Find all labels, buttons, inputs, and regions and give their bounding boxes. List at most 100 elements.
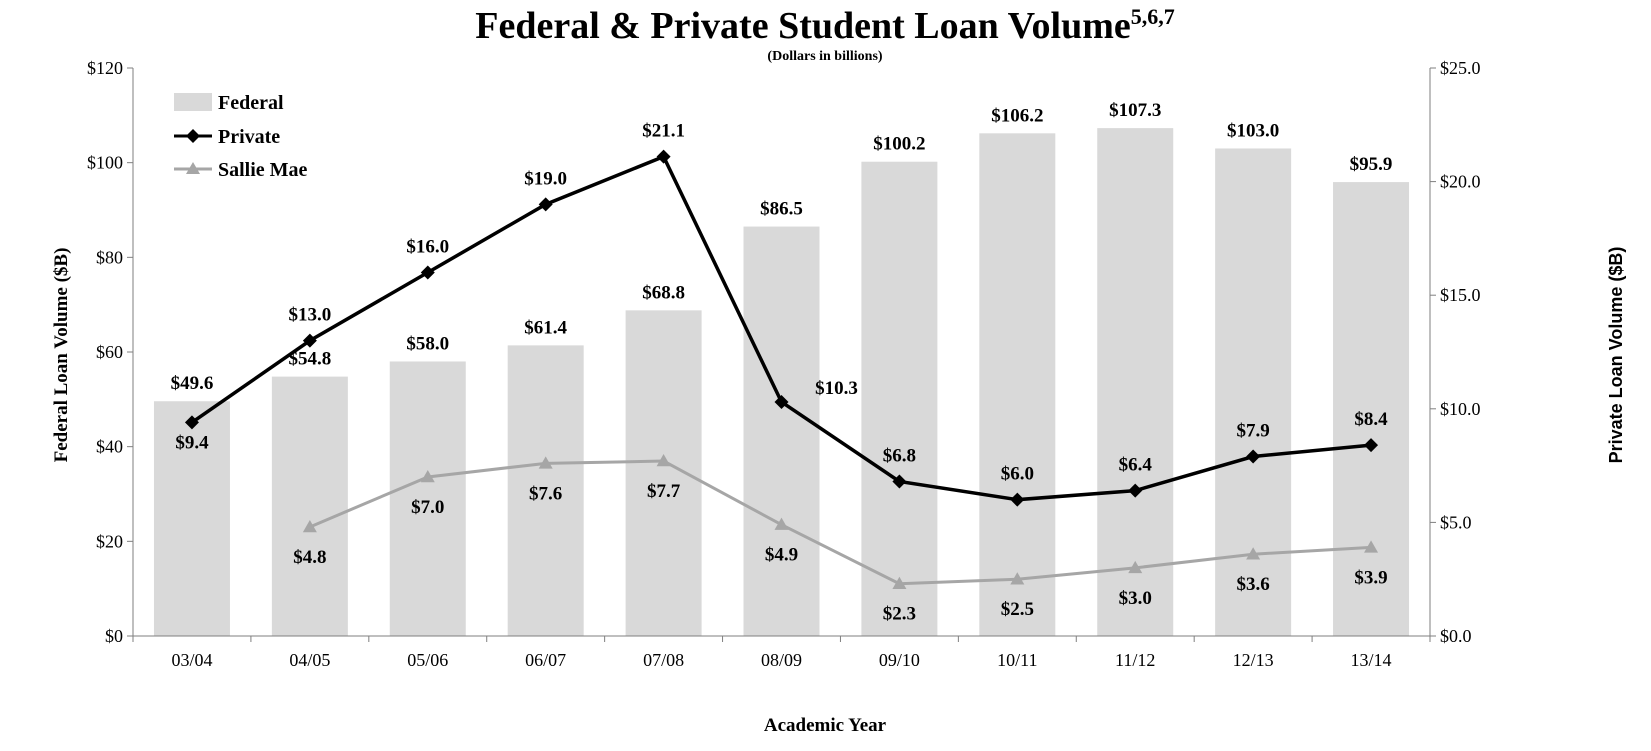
legend-marker-private [186, 129, 200, 143]
x-tick-label: 07/08 [643, 650, 684, 670]
y-tick-label: $100 [87, 153, 123, 173]
bar-federal-05-06 [389, 361, 466, 636]
y-axis-title: Federal Loan Volume ($B) [51, 248, 72, 463]
private-point-09-10 [892, 474, 907, 489]
y-tick-label: $80 [96, 247, 123, 267]
sallie-mae-point-05-06 [420, 469, 435, 483]
chart-title-text: Federal & Private Student Loan Volume [475, 5, 1130, 47]
x-tick-label: 13/14 [1351, 650, 1392, 670]
sallie-mae-data-label: $2.5 [1001, 599, 1034, 620]
legend: Federal Private Sallie Mae [174, 92, 308, 181]
private-data-label: $13.0 [288, 305, 331, 326]
bar-federal-11-12 [1097, 128, 1174, 636]
federal-data-label: $106.2 [991, 105, 1043, 126]
private-data-label: $8.4 [1354, 409, 1388, 430]
chart-title-superscript: 5,6,7 [1131, 4, 1175, 29]
bar-federal-04-05 [271, 376, 348, 636]
bar-federal-12-13 [1215, 148, 1292, 636]
private-point-12-13 [1246, 449, 1261, 464]
x-tick-label: 10/11 [997, 650, 1037, 670]
x-axis-title: Academic Year [764, 715, 887, 736]
private-point-04-05 [302, 333, 317, 348]
private-data-label: $10.3 [815, 378, 858, 399]
chart-title: Federal & Private Student Loan Volume5,6… [475, 4, 1174, 47]
y2-tick-label: $15.0 [1440, 285, 1481, 305]
data-labels: $49.6 $54.8 $58.0 $61.4 $68.8 $86.5 $100.2 $106… [171, 100, 1393, 625]
sallie-mae-point-07-08 [656, 454, 671, 467]
y2-tick-label: $10.0 [1440, 399, 1481, 419]
series-lines [184, 149, 1379, 589]
y2-tick-label: $25.0 [1440, 58, 1481, 78]
bar-federal-08-09 [743, 226, 820, 637]
sallie-mae-data-label: $7.7 [647, 481, 681, 502]
private-point-07-08 [656, 149, 671, 164]
legend-label-sallie-mae: Sallie Mae [218, 159, 308, 181]
sallie-mae-point-12-13 [1246, 547, 1261, 560]
legend-label-federal: Federal [218, 92, 284, 114]
legend-label-private: Private [218, 126, 280, 148]
private-point-11-12 [1128, 483, 1143, 498]
sallie-mae-data-label: $7.0 [411, 497, 444, 518]
sallie-mae-point-06-07 [538, 456, 553, 469]
federal-data-label: $58.0 [406, 333, 449, 354]
y2-axis-title: Private Loan Volume ($B) [1606, 247, 1626, 464]
bar-federal-10-11 [979, 133, 1056, 636]
federal-data-label: $54.8 [288, 349, 331, 370]
sallie-mae-data-label: $4.8 [293, 547, 326, 568]
federal-data-label: $61.4 [524, 317, 567, 338]
y-tick-label: $20 [96, 531, 123, 551]
federal-data-label: $49.6 [171, 373, 214, 394]
federal-data-label: $107.3 [1109, 100, 1161, 121]
private-point-05-06 [420, 265, 435, 280]
y2-tick-label: $0.0 [1440, 626, 1472, 646]
sallie-mae-point-11-12 [1128, 560, 1143, 574]
y-tick-label: $120 [87, 58, 123, 78]
private-data-label: $6.8 [883, 446, 916, 467]
sallie-mae-data-label: $4.9 [765, 545, 798, 566]
private-data-label: $7.9 [1237, 421, 1270, 442]
private-data-label: $6.4 [1119, 455, 1153, 476]
sallie-mae-point-08-09 [774, 517, 789, 530]
private-data-label: $21.1 [642, 121, 685, 142]
sallie-mae-data-label: $3.9 [1354, 567, 1387, 588]
sallie-mae-data-label: $3.0 [1119, 588, 1152, 609]
x-tick-label: 08/09 [761, 650, 802, 670]
legend-swatch-federal [174, 93, 212, 111]
private-data-label: $6.0 [1001, 464, 1034, 485]
y-tick-label: $60 [96, 342, 123, 362]
sallie-mae-line [309, 459, 1372, 586]
bar-federal-07-08 [625, 310, 702, 636]
x-tick-label: 05/06 [407, 650, 448, 670]
federal-data-label: $95.9 [1350, 154, 1393, 175]
sallie-mae-point-10-11 [1010, 572, 1025, 585]
sallie-mae-data-label: $7.6 [529, 483, 562, 504]
sallie-mae-data-label: $3.6 [1237, 574, 1270, 595]
x-tick-label: 09/10 [879, 650, 920, 670]
private-data-label: $19.0 [524, 168, 567, 189]
y2-tick-label: $20.0 [1440, 172, 1481, 192]
sallie-mae-point-04-05 [302, 519, 317, 533]
bar-federal-03-04 [153, 401, 230, 636]
x-tick-label: 11/12 [1115, 650, 1155, 670]
bar-federal-06-07 [507, 345, 584, 636]
private-point-03-04 [184, 415, 199, 430]
x-tick-label: 04/05 [289, 650, 330, 670]
federal-data-label: $100.2 [873, 134, 925, 155]
x-tick-label: 03/04 [171, 650, 212, 670]
y-tick-label: $40 [96, 437, 123, 457]
sallie-mae-data-label: $2.3 [883, 604, 916, 625]
private-point-10-11 [1010, 492, 1025, 507]
y-tick-label: $0 [105, 626, 123, 646]
sallie-mae-point-13-14 [1364, 540, 1379, 553]
bar-federal-09-10 [861, 161, 938, 636]
y2-tick-label: $5.0 [1440, 512, 1472, 532]
federal-data-label: $68.8 [642, 282, 685, 303]
private-point-13-14 [1364, 438, 1379, 453]
private-data-label: $9.4 [175, 432, 209, 453]
federal-data-label: $86.5 [760, 199, 803, 220]
private-point-08-09 [774, 394, 789, 409]
x-tick-label: 12/13 [1233, 650, 1274, 670]
x-tick-label: 06/07 [525, 650, 566, 670]
